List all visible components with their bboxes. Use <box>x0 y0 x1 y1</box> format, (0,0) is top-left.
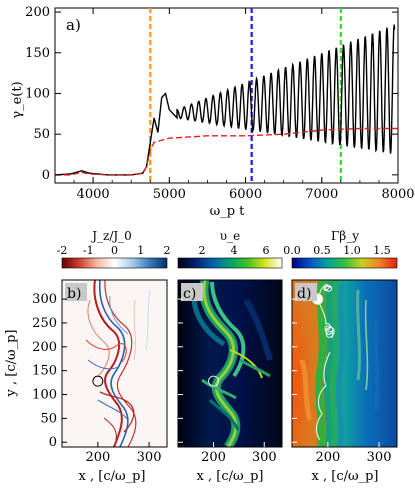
map-y-tick-label: 150 <box>32 364 57 379</box>
panel-d: d) 200 300 x , [c/ω_p] <box>291 279 398 484</box>
panel-c-frame <box>177 279 283 448</box>
panel-b-map <box>62 280 167 447</box>
map-x-tick-label: 200 <box>85 450 110 465</box>
map-y-tick-label: 50 <box>40 411 57 426</box>
panel-c-map <box>178 280 282 447</box>
panel-d-label-box <box>295 283 317 301</box>
panel-c-marker <box>208 375 220 387</box>
colorbar-b: J_z/J_0 -2 -1 0 1 2 <box>57 229 171 269</box>
colorbar-c-bar <box>177 257 283 269</box>
colorbar-tick-label: 2 <box>199 244 206 257</box>
panel-a-ylabel: γ_e(t) <box>10 81 25 118</box>
x-tick-label: 6000 <box>229 187 262 202</box>
panel-d-xlabel: x , [c/ω_p] <box>312 469 379 484</box>
colorbar-tick-label: 1 <box>137 244 144 257</box>
y-tick-label: 0 <box>42 168 50 183</box>
colorbar-tick-label: 2 <box>164 244 171 257</box>
panel-a-xlabel: ω_p t <box>210 204 246 219</box>
colorbar-d: Γβ_y 0.0 0.5 1.0 1.5 <box>283 229 398 269</box>
y-tick-label: 50 <box>33 127 50 142</box>
colorbar-b-label: J_z/J_0 <box>90 229 132 243</box>
panel-b-label: b) <box>67 286 81 302</box>
panel-c: c) 200 300 x , [c/ω_p] <box>177 279 283 484</box>
colorbar-tick-label: 1.0 <box>343 244 361 257</box>
map-x-tick-label: 300 <box>252 450 277 465</box>
series-group <box>55 24 398 176</box>
map-x-tick-label: 300 <box>137 450 162 465</box>
y-tick-label: 100 <box>25 86 50 101</box>
map-y-tick-label: 250 <box>32 316 57 331</box>
colorbar-tick-label: 1.5 <box>373 244 391 257</box>
map-x-tick-label: 200 <box>315 450 340 465</box>
y-tick-label: 200 <box>25 5 50 20</box>
panel-d-frame <box>291 279 398 448</box>
panel-d-label: d) <box>297 286 311 302</box>
map-y-tick-label: 300 <box>32 292 57 307</box>
panel-a-axes: 4000 5000 6000 7000 8000 0 50 100 150 200 <box>25 5 414 202</box>
x-tick-label: 8000 <box>381 187 414 202</box>
panel-b-frame <box>61 279 168 448</box>
panel-a: 4000 5000 6000 7000 8000 0 50 100 150 200 a) γ_e(… <box>10 5 415 219</box>
map-y-tick-label: 200 <box>32 340 57 355</box>
x-tick-label: 5000 <box>153 187 186 202</box>
panel-b-xlabel: x , [c/ω_p] <box>79 469 146 484</box>
colorbar-d-label: Γβ_y <box>331 229 359 243</box>
panel-c-xlabel: x , [c/ω_p] <box>197 469 264 484</box>
colorbar-c-label: υ_e <box>220 229 240 243</box>
vertical-markers <box>149 8 342 183</box>
colorbar-d-bar <box>291 257 398 269</box>
map-y-tick-label: 100 <box>32 388 57 403</box>
map-y-tick-label: 0 <box>49 435 57 450</box>
map-x-tick-label: 300 <box>367 450 392 465</box>
colorbar-tick-label: -1 <box>83 244 94 257</box>
colorbar-tick-label: 6 <box>263 244 270 257</box>
panel-b-marker <box>92 375 104 387</box>
colorbar-tick-label: 0.0 <box>283 244 301 257</box>
colorbar-b-bar <box>61 257 168 269</box>
colorbar-tick-label: 4 <box>231 244 238 257</box>
series-gamma-dashed <box>55 127 398 176</box>
x-tick-label: 7000 <box>305 187 338 202</box>
x-tick-label: 4000 <box>77 187 110 202</box>
colorbar-tick-label: 0.5 <box>313 244 331 257</box>
colorbar-tick-label: -2 <box>57 244 68 257</box>
panel-b-label-box <box>65 283 87 301</box>
y-tick-label: 150 <box>25 46 50 61</box>
panel-b-ylabel: y , [c/ω_p] <box>4 330 19 398</box>
colorbar-c: υ_e 2 4 6 <box>177 229 283 269</box>
panel-c-label-box <box>181 283 203 301</box>
panel-a-label: a) <box>66 16 81 34</box>
map-x-tick-label: 200 <box>201 450 226 465</box>
panel-d-map <box>292 280 397 447</box>
panel-c-label: c) <box>183 286 196 302</box>
colorbar-tick-label: 0 <box>111 244 118 257</box>
series-gamma-solid <box>55 24 396 176</box>
